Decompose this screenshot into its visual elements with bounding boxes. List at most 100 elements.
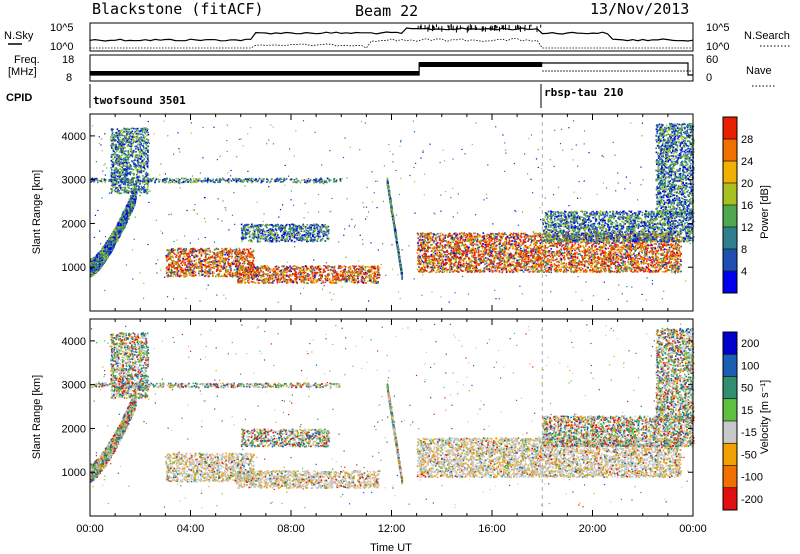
echo-cell [168, 269, 170, 271]
echo-cell [111, 143, 113, 145]
echo-cell [374, 266, 376, 268]
echo-cell [138, 149, 140, 151]
echo-cell [303, 277, 305, 279]
nsky-spike [429, 24, 430, 26]
echo-cell [169, 255, 171, 257]
nsky-spike [505, 25, 506, 30]
echo-cell [289, 265, 291, 267]
echo-cell [148, 134, 150, 136]
echo-cell [350, 272, 352, 274]
echo-cell [245, 269, 247, 271]
echo-cell [115, 135, 117, 137]
echo-cell [185, 267, 187, 269]
echo-cell [332, 281, 334, 283]
echo-cell [247, 278, 249, 280]
echo-cell [133, 174, 135, 176]
echo-cell [374, 273, 376, 275]
echo-cell [125, 170, 127, 172]
echo-cell [181, 182, 183, 184]
echo-cell [218, 269, 220, 271]
echo-cell [204, 253, 206, 255]
echo-cell [186, 275, 188, 277]
echo-cell [320, 271, 322, 273]
echo-cell [159, 179, 161, 181]
echo-cell [373, 267, 375, 269]
echo-cell [273, 274, 275, 276]
echo-cell [117, 170, 119, 172]
echo-cell [183, 272, 185, 274]
echo-cell [136, 185, 138, 187]
echo-cell [91, 270, 93, 272]
echo-cell [206, 265, 208, 267]
echo-cell [111, 167, 113, 169]
echo-cell [193, 180, 195, 182]
echo-cell [238, 254, 240, 256]
echo-cell [125, 156, 127, 158]
echo-cell [211, 180, 213, 182]
echo-cell [200, 270, 202, 272]
echo-cell [112, 134, 114, 136]
echo-cell [296, 178, 298, 180]
echo-cell [240, 180, 242, 182]
echo-cell [130, 166, 132, 168]
echo-cell [313, 179, 315, 181]
echo-cell [222, 275, 224, 277]
echo-cell [184, 262, 186, 264]
echo-cell [92, 273, 94, 275]
echo-cell [276, 279, 278, 281]
nsky-spike [434, 27, 435, 30]
echo-cell [326, 267, 328, 269]
echo-cell [142, 141, 144, 143]
echo-cell [191, 261, 193, 263]
echo-cell [146, 191, 148, 193]
echo-cell [285, 280, 287, 282]
echo-cell [182, 270, 184, 272]
echo-cell [228, 250, 230, 252]
echo-cell [117, 176, 119, 178]
echo-cell [201, 255, 203, 257]
echo-cell [259, 178, 261, 180]
echo-cell [118, 181, 120, 183]
echo-cell [176, 181, 178, 183]
echo-cell [228, 182, 230, 184]
echo-cell [209, 254, 211, 256]
echo-cell [179, 260, 181, 262]
echo-cell [143, 178, 145, 180]
echo-cell [121, 221, 123, 223]
nsky-spike [495, 25, 496, 27]
nave-tick-top: 60 [706, 54, 718, 66]
echo-cell [263, 178, 265, 180]
echo-cell [133, 207, 135, 209]
echo-cell [109, 180, 111, 182]
echo-cell [121, 157, 123, 159]
nsky-tick-top: 10^5 [50, 22, 74, 34]
echo-cell [94, 268, 96, 270]
echo-cell [117, 160, 119, 162]
echo-cell [313, 280, 315, 282]
echo-cell [174, 262, 176, 264]
echo-cell [112, 233, 114, 235]
echo-cell [178, 257, 180, 259]
echo-cell [139, 144, 141, 146]
echo-cell [239, 264, 241, 266]
echo-cell [103, 256, 105, 258]
sky-panel-frame [90, 23, 693, 51]
echo-cell [238, 180, 240, 182]
echo-cell [210, 273, 212, 275]
echo-cell [125, 150, 127, 152]
echo-cell [212, 264, 214, 266]
echo-cell [212, 252, 214, 254]
echo-cell [174, 182, 176, 184]
echo-cell [271, 178, 273, 180]
echo-cell [126, 217, 128, 219]
echo-cell [118, 227, 120, 229]
echo-cell [236, 257, 238, 259]
echo-cell [124, 165, 126, 167]
echo-cell [179, 275, 181, 277]
echo-cell [141, 139, 143, 141]
echo-cell [103, 263, 105, 265]
echo-cell [180, 273, 182, 275]
date-title: 13/Nov/2013 [590, 0, 689, 18]
echo-cell [150, 179, 152, 181]
echo-cell [133, 193, 135, 195]
